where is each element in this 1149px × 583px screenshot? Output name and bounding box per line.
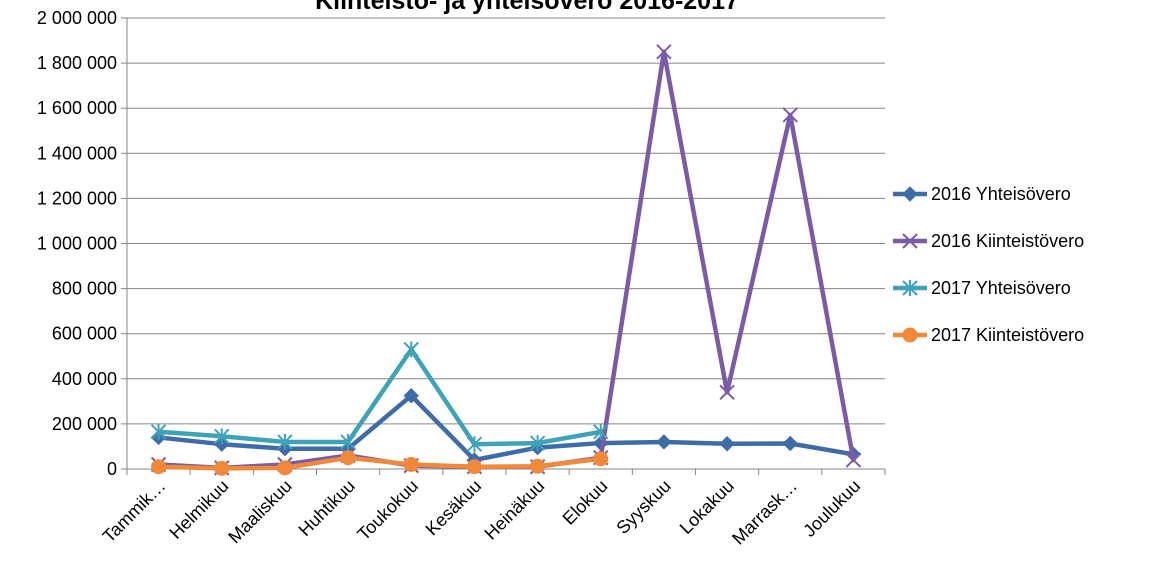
y-axis-ticks: 0 200 000 400 000 600 000 800 000 1 000 000 1 …	[37, 8, 117, 479]
data-point	[466, 459, 482, 475]
data-point	[466, 436, 483, 453]
legend-item: 2017 Yhteisövero	[893, 278, 1071, 298]
data-point	[529, 435, 546, 452]
gridlines	[127, 17, 885, 425]
circle-marker	[902, 327, 918, 343]
data-point	[719, 384, 735, 401]
data-point	[403, 388, 419, 404]
series-line	[156, 393, 856, 463]
legend-label: 2016 Yhteisövero	[931, 184, 1071, 204]
data-point	[151, 459, 167, 475]
x-tick-label: Elokuu	[559, 476, 612, 529]
data-point	[530, 458, 546, 474]
y-tick-label: 2 000 000	[37, 8, 117, 28]
series-2017-yhteis-vero	[150, 341, 609, 453]
y-tick-label: 1 600 000	[37, 98, 117, 118]
data-point	[150, 423, 167, 440]
legend-item: 2016 Kiinteistövero	[893, 231, 1084, 251]
legend-label: 2016 Kiinteistövero	[931, 231, 1084, 251]
x-tick-label: Tammik…	[99, 476, 170, 547]
x-tick-label: Syyskuu	[612, 476, 674, 538]
data-point	[656, 44, 672, 60]
data-point	[403, 456, 419, 472]
series-line	[156, 49, 856, 471]
series-2017-kiinteist-vero	[151, 450, 609, 476]
y-tick-label: 400 000	[52, 369, 117, 389]
data-point	[782, 107, 798, 123]
legend: 2016 Yhteisövero 2016 Kiinteistövero 2017 …	[893, 184, 1084, 345]
data-point	[277, 433, 293, 450]
legend-label: 2017 Kiinteistövero	[931, 325, 1084, 345]
y-tick-label: 1 200 000	[37, 188, 117, 208]
x-axis-ticks: Tammik…HelmikuuMaaliskuuHuhtikuuToukokuu…	[99, 476, 865, 549]
diamond-marker	[902, 186, 918, 202]
data-point	[593, 423, 609, 440]
data-point	[214, 460, 230, 476]
data-point	[845, 452, 862, 468]
y-tick-label: 0	[107, 459, 117, 479]
data-point	[277, 460, 293, 476]
series-line	[156, 347, 603, 447]
legend-item: 2016 Yhteisövero	[893, 184, 1071, 204]
data-point	[593, 451, 609, 467]
series-2016-kiinteist-vero	[150, 44, 862, 476]
x-tick-label: Heinäkuu	[480, 476, 548, 544]
x-tick-label: Helmikuu	[165, 476, 232, 543]
data-point	[719, 436, 735, 452]
data-point	[340, 433, 356, 450]
y-tick-label: 1 800 000	[37, 53, 117, 73]
axes	[121, 17, 886, 475]
x-marker	[902, 233, 918, 249]
data-point	[782, 435, 798, 452]
data-point	[403, 341, 419, 358]
y-tick-label: 1 400 000	[37, 143, 117, 163]
x-tick-label: Marrask…	[728, 476, 801, 549]
chart-title: Kiinteistö- ja yhteisövero 2016-2017	[315, 0, 739, 15]
series-line	[156, 455, 603, 471]
x-tick-label: Maaliskuu	[224, 476, 295, 547]
x-tick-label: Lokakuu	[676, 476, 738, 538]
y-tick-label: 800 000	[52, 279, 117, 299]
x-tick-label: Joulukuu	[799, 476, 864, 541]
legend-label: 2017 Yhteisövero	[931, 278, 1071, 298]
legend-item: 2017 Kiinteistövero	[893, 325, 1084, 345]
data-point	[340, 450, 356, 466]
x-tick-label: Toukokuu	[353, 476, 422, 545]
y-tick-label: 200 000	[52, 414, 117, 434]
y-tick-label: 1 000 000	[37, 234, 117, 254]
x-tick-label: Kesäkuu	[422, 476, 486, 540]
asterisk-marker	[902, 280, 918, 296]
series-2016-yhteis-vero	[150, 388, 862, 468]
data-point	[214, 428, 230, 445]
data-point	[656, 434, 672, 450]
x-tick-label: Huhtikuu	[295, 476, 359, 540]
y-tick-label: 600 000	[52, 324, 117, 344]
series-layer	[150, 44, 862, 476]
